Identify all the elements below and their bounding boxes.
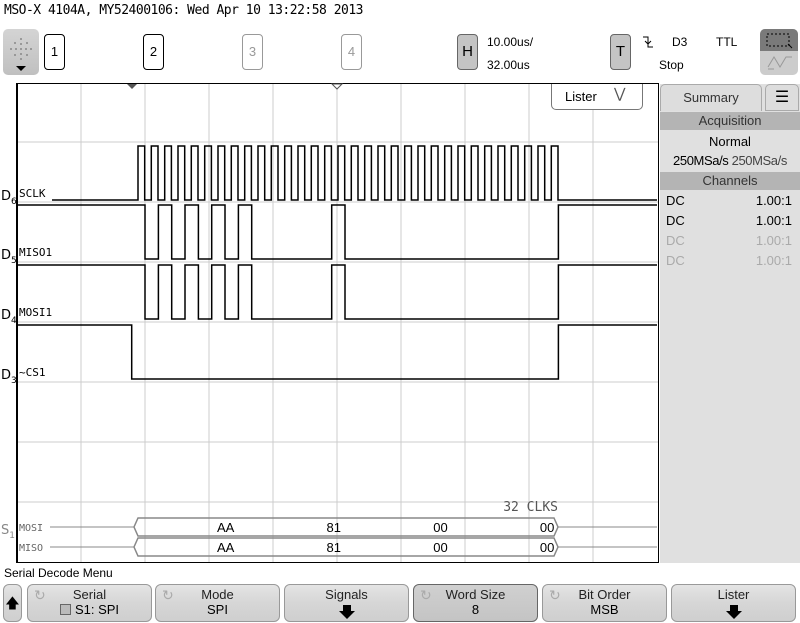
decoded-byte: 81	[327, 520, 341, 535]
trace-name: MISO1	[19, 246, 52, 259]
channels-header: Channels	[660, 172, 800, 190]
window-title: MSO-X 4104A, MY52400106: Wed Apr 10 13:2…	[4, 3, 364, 18]
decode-packet-frame	[133, 517, 559, 537]
channel-2-button[interactable]: 2	[143, 34, 164, 70]
softkey-bit-order[interactable]: ↻ Bit Order MSB	[542, 584, 667, 622]
softkey-serial[interactable]: ↻ Serial S1: SPI	[27, 584, 152, 622]
chevron-down-icon: ⋁	[614, 85, 626, 101]
mosi-trace	[18, 264, 657, 320]
trace-name: MOSI1	[19, 306, 52, 319]
sclk-trace	[52, 145, 657, 201]
softkey-label: Lister	[717, 587, 750, 602]
menu-title: Serial Decode Menu	[4, 566, 113, 580]
horizontal-button[interactable]: H	[457, 34, 478, 70]
trace-channel-label: D3	[1, 368, 17, 386]
sample-rate-2: 250MSa/s	[731, 153, 788, 168]
rotate-knob-icon: ↻	[162, 587, 174, 603]
sparkle-icon	[10, 38, 32, 71]
softkey-value: S1: SPI	[74, 602, 120, 617]
waveform-drag-icon	[767, 56, 792, 70]
probe-ratio: 1.00:1	[755, 233, 792, 248]
softkey-value: 8	[471, 602, 480, 617]
channel-summary-row: DC 1.00:1	[660, 231, 800, 251]
probe-ratio: 1.00:1	[755, 213, 792, 228]
probe-ratio: 1.00:1	[755, 253, 792, 268]
trace-channel-label: D6	[1, 189, 17, 207]
lister-dropdown-label: Lister	[565, 89, 597, 104]
summary-tab[interactable]: Summary	[660, 84, 762, 111]
sample-rate: 250MSa/s	[673, 153, 729, 168]
trigger-button[interactable]: T	[610, 34, 631, 70]
time-delay: 32.00us	[487, 58, 530, 72]
back-arrow-button[interactable]: 🡅	[3, 584, 22, 622]
trace-channel-label: D4	[1, 308, 17, 326]
softkey-value: SPI	[207, 602, 228, 617]
decode-row-name: MISO	[19, 543, 43, 554]
coupling: DC	[666, 213, 685, 228]
color-swatch-icon	[59, 604, 71, 615]
channel-3-button[interactable]: 3	[242, 34, 263, 70]
arrow-up-icon: 🡅	[5, 595, 20, 611]
acquisition-header: Acquisition	[660, 112, 800, 130]
decode-row-name: MOSI	[19, 523, 43, 534]
arrow-down-icon	[338, 605, 355, 619]
decoded-byte: 00	[433, 520, 447, 535]
miso-trace	[18, 204, 657, 260]
channel-4-button[interactable]: 4	[341, 34, 362, 70]
softkey-word-size[interactable]: ↻ Word Size 8	[413, 584, 538, 622]
softkey-label: Mode	[201, 587, 234, 602]
decoded-byte: 00	[433, 540, 447, 555]
list-icon[interactable]: ☰	[765, 84, 799, 111]
channel-summary-row: DC 1.00:1	[660, 251, 800, 271]
channel-summary-row: DC 1.00:1	[660, 191, 800, 211]
navigation-menu-button[interactable]	[3, 29, 39, 75]
channel-summary-row: DC 1.00:1	[660, 211, 800, 231]
trigger-position-marker	[127, 84, 137, 89]
trigger-level: TTL	[716, 35, 738, 49]
coupling: DC	[666, 193, 685, 208]
acquisition-status: Stop	[659, 58, 684, 72]
softkey-signals[interactable]: Signals	[284, 584, 409, 622]
decoded-byte: AA	[217, 540, 235, 555]
rotate-knob-icon: ↻	[549, 587, 561, 603]
lister-dropdown[interactable]: Lister ⋁	[551, 84, 643, 110]
trace-name: ~CS1	[19, 366, 46, 379]
coupling: DC	[666, 253, 685, 268]
decoded-byte: AA	[217, 520, 235, 535]
rotate-knob-icon: ↻	[34, 587, 46, 603]
falling-edge-icon	[643, 36, 653, 48]
softkey-value: MSB	[590, 602, 619, 617]
decoded-byte: 81	[327, 540, 341, 555]
time-scale: 10.00us/	[487, 35, 534, 49]
summary-panel: Summary ☰ Acquisition Normal 250MSa/s 25…	[660, 84, 800, 563]
softkey-lister[interactable]: Lister	[671, 584, 796, 622]
channel-1-button[interactable]: 1	[44, 34, 65, 70]
decoded-byte: 00	[540, 540, 554, 555]
acquisition-mode: Normal	[709, 134, 751, 149]
softkey-label: Signals	[325, 587, 368, 602]
trace-channel-label: D5	[1, 248, 17, 266]
softkey-label: Bit Order	[578, 587, 631, 602]
decoded-byte: 00	[540, 520, 554, 535]
clock-count: 32 CLKS	[503, 500, 558, 515]
time-reference-marker	[330, 83, 344, 90]
trigger-source: D3	[672, 35, 688, 49]
bus-label: S1	[1, 523, 15, 541]
softkey-mode[interactable]: ↻ Mode SPI	[155, 584, 280, 622]
touch-zoom-button[interactable]	[760, 29, 798, 75]
box-select-icon	[760, 29, 798, 51]
probe-ratio: 1.00:1	[755, 193, 792, 208]
arrow-down-icon	[725, 605, 742, 619]
softkey-label: Word Size	[445, 587, 506, 602]
trace-name: SCLK	[19, 187, 46, 200]
decode-packet-frame	[133, 537, 559, 557]
coupling: DC	[666, 233, 685, 248]
rotate-knob-icon: ↻	[420, 587, 432, 603]
softkey-label: Serial	[72, 587, 107, 602]
cs-trace	[18, 324, 657, 380]
